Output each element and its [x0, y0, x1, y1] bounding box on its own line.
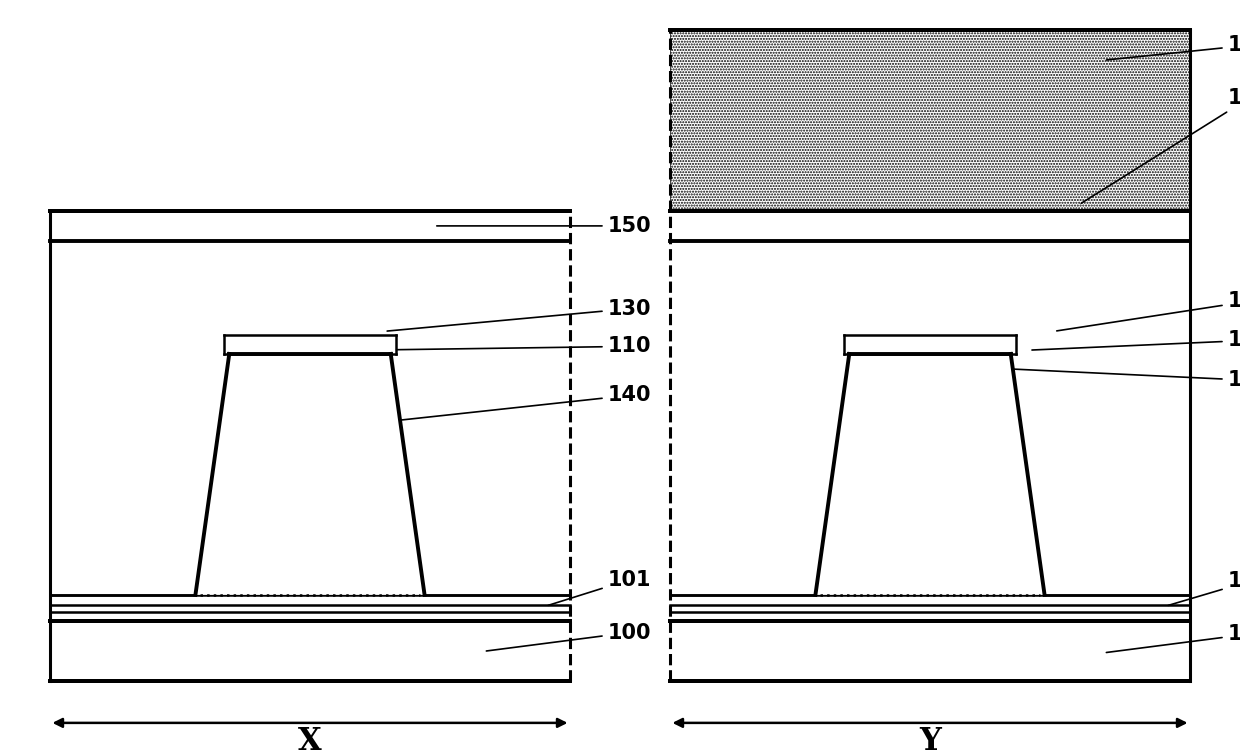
Text: 150: 150 — [436, 216, 651, 236]
Text: X: X — [298, 726, 322, 753]
Text: 101: 101 — [1168, 572, 1240, 605]
Text: 130: 130 — [387, 299, 651, 331]
Text: Y: Y — [919, 726, 941, 753]
Bar — [670, 30, 1190, 211]
Polygon shape — [196, 335, 424, 595]
Text: 111: 111 — [1013, 369, 1240, 390]
Text: 130: 130 — [1032, 331, 1240, 350]
Text: 140: 140 — [319, 386, 651, 429]
Polygon shape — [816, 335, 1044, 595]
Text: 140: 140 — [1056, 291, 1240, 331]
Text: 150: 150 — [1081, 88, 1240, 203]
Text: 110: 110 — [368, 337, 651, 356]
Text: 100: 100 — [486, 623, 651, 651]
Text: 101: 101 — [548, 570, 651, 605]
Text: 160: 160 — [1106, 35, 1240, 60]
Text: 100: 100 — [1106, 624, 1240, 653]
Bar — [670, 30, 1190, 211]
